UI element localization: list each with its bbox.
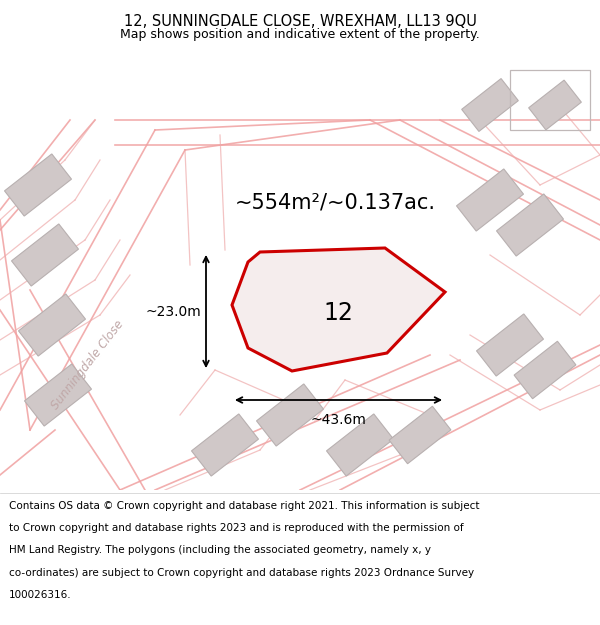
Text: ~23.0m: ~23.0m — [145, 304, 201, 319]
Text: co-ordinates) are subject to Crown copyright and database rights 2023 Ordnance S: co-ordinates) are subject to Crown copyr… — [9, 568, 474, 578]
Polygon shape — [326, 414, 394, 476]
Polygon shape — [25, 364, 91, 426]
Polygon shape — [476, 314, 544, 376]
Text: to Crown copyright and database rights 2023 and is reproduced with the permissio: to Crown copyright and database rights 2… — [9, 523, 464, 533]
Text: Map shows position and indicative extent of the property.: Map shows position and indicative extent… — [120, 28, 480, 41]
Polygon shape — [457, 169, 523, 231]
Polygon shape — [191, 414, 259, 476]
Polygon shape — [389, 406, 451, 464]
Polygon shape — [232, 248, 445, 371]
Text: 100026316.: 100026316. — [9, 590, 71, 600]
Polygon shape — [257, 384, 323, 446]
Text: 12: 12 — [323, 301, 353, 325]
Polygon shape — [5, 154, 71, 216]
Polygon shape — [11, 224, 79, 286]
Polygon shape — [19, 294, 85, 356]
Text: Sunningdale Close: Sunningdale Close — [49, 318, 127, 412]
Text: HM Land Registry. The polygons (including the associated geometry, namely x, y: HM Land Registry. The polygons (includin… — [9, 546, 431, 556]
Text: ~43.6m: ~43.6m — [311, 413, 367, 427]
Polygon shape — [529, 80, 581, 130]
Polygon shape — [461, 79, 518, 131]
Polygon shape — [514, 341, 576, 399]
Text: Contains OS data © Crown copyright and database right 2021. This information is : Contains OS data © Crown copyright and d… — [9, 501, 479, 511]
Text: 12, SUNNINGDALE CLOSE, WREXHAM, LL13 9QU: 12, SUNNINGDALE CLOSE, WREXHAM, LL13 9QU — [124, 14, 476, 29]
Polygon shape — [268, 275, 343, 345]
Polygon shape — [497, 194, 563, 256]
Text: ~554m²/~0.137ac.: ~554m²/~0.137ac. — [235, 193, 436, 213]
